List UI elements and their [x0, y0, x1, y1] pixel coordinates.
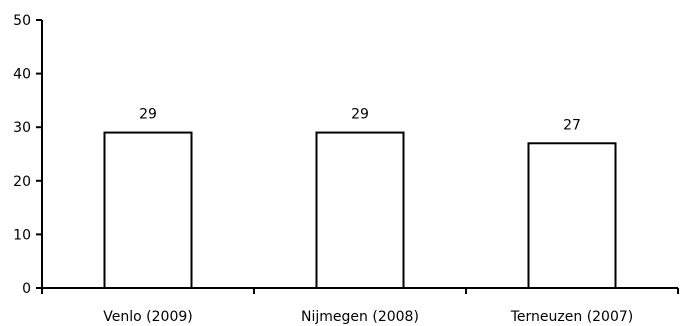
- bars-group: 29 29 27: [103, 107, 617, 289]
- y-tick-label: 30: [13, 120, 31, 136]
- bar: [103, 131, 193, 289]
- bar: [315, 131, 405, 289]
- y-axis-ticks: 0 10 20 30 40 50: [13, 13, 42, 297]
- y-tick-label: 20: [13, 174, 31, 190]
- y-tick-label: 40: [13, 67, 31, 83]
- y-tick-label: 0: [22, 281, 31, 297]
- y-tick-label: 10: [13, 227, 31, 243]
- x-tick-label: Venlo (2009): [103, 309, 192, 325]
- bar: [527, 142, 617, 289]
- x-axis-ticks: Venlo (2009) Nijmegen (2008) Terneuzen (20…: [41, 288, 679, 325]
- x-tick-label: Nijmegen (2008): [301, 309, 419, 325]
- data-label: 29: [351, 107, 369, 123]
- y-tick-label: 50: [13, 13, 31, 29]
- x-tick-label: Terneuzen (2007): [510, 309, 634, 325]
- data-label: 27: [563, 117, 581, 133]
- data-label: 29: [139, 107, 157, 123]
